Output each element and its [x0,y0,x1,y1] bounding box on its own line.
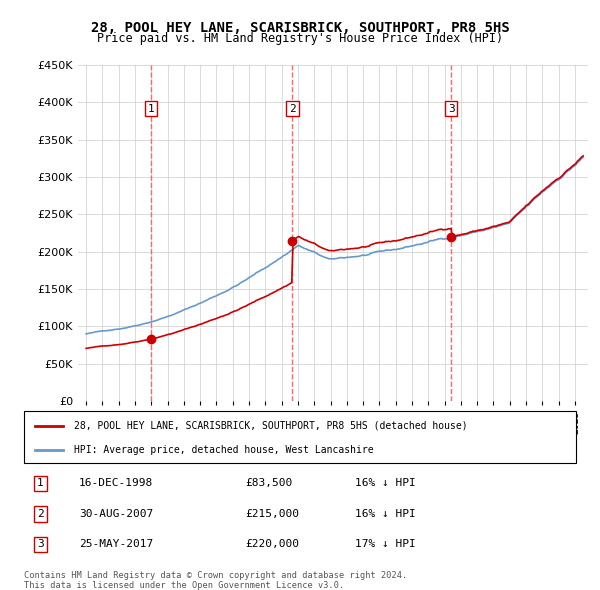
Text: 25-MAY-2017: 25-MAY-2017 [79,539,154,549]
Text: 16-DEC-1998: 16-DEC-1998 [79,478,154,489]
Text: This data is licensed under the Open Government Licence v3.0.: This data is licensed under the Open Gov… [24,581,344,589]
Text: 16% ↓ HPI: 16% ↓ HPI [355,478,416,489]
Text: Contains HM Land Registry data © Crown copyright and database right 2024.: Contains HM Land Registry data © Crown c… [24,571,407,579]
Text: 2: 2 [289,104,296,114]
Text: 3: 3 [37,539,44,549]
Text: 2: 2 [37,509,44,519]
Text: £220,000: £220,000 [245,539,299,549]
Text: Price paid vs. HM Land Registry's House Price Index (HPI): Price paid vs. HM Land Registry's House … [97,32,503,45]
Text: 1: 1 [37,478,44,489]
Text: £215,000: £215,000 [245,509,299,519]
FancyBboxPatch shape [24,411,576,463]
Text: 3: 3 [448,104,455,114]
Text: 16% ↓ HPI: 16% ↓ HPI [355,509,416,519]
Text: 1: 1 [147,104,154,114]
Text: 28, POOL HEY LANE, SCARISBRICK, SOUTHPORT, PR8 5HS: 28, POOL HEY LANE, SCARISBRICK, SOUTHPOR… [91,21,509,35]
Text: £83,500: £83,500 [245,478,292,489]
Text: HPI: Average price, detached house, West Lancashire: HPI: Average price, detached house, West… [74,445,373,455]
Text: 28, POOL HEY LANE, SCARISBRICK, SOUTHPORT, PR8 5HS (detached house): 28, POOL HEY LANE, SCARISBRICK, SOUTHPOR… [74,421,467,431]
Text: 17% ↓ HPI: 17% ↓ HPI [355,539,416,549]
Text: 30-AUG-2007: 30-AUG-2007 [79,509,154,519]
